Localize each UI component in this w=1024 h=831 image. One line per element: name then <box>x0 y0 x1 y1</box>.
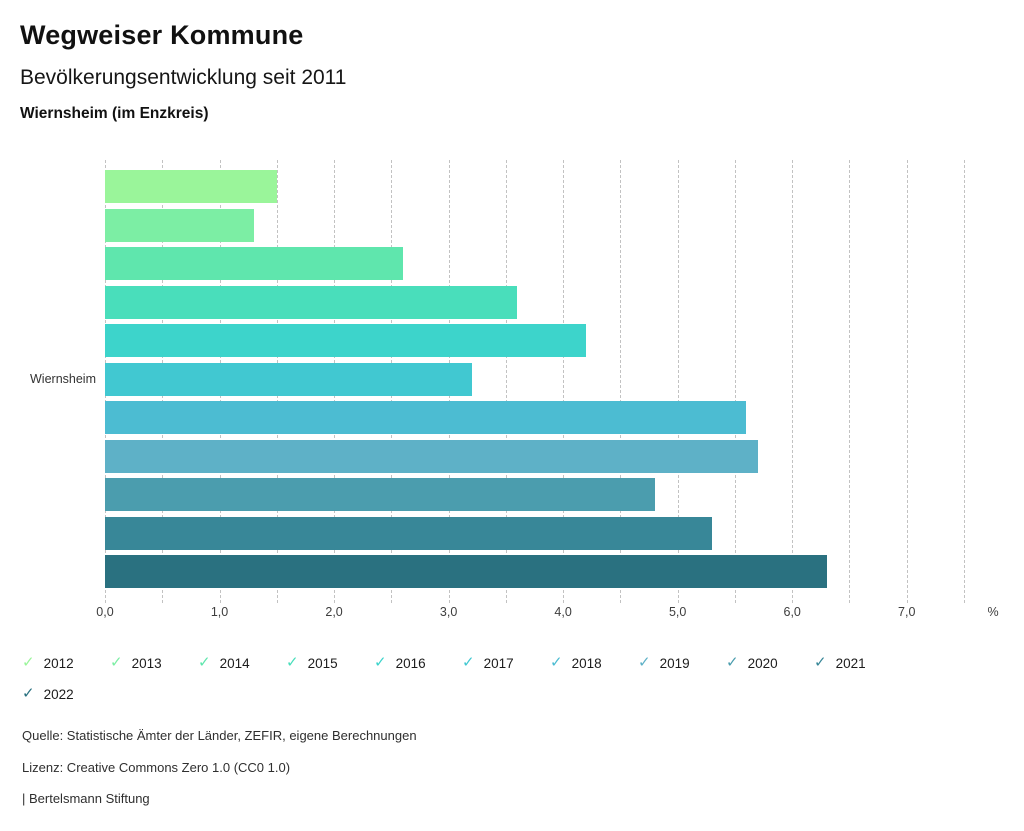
legend-item-2016[interactable]: ✓ 2016 <box>374 655 462 671</box>
legend-item-2021[interactable]: ✓ 2021 <box>814 655 902 671</box>
legend-item-2017[interactable]: ✓ 2017 <box>462 655 550 671</box>
legend-item-label: 2022 <box>43 686 74 702</box>
legend-item-label: 2013 <box>131 655 162 671</box>
page-title: Wegweiser Kommune <box>20 20 304 50</box>
legend-item-label: 2020 <box>747 655 778 671</box>
legend-item-2012[interactable]: ✓ 2012 <box>22 655 110 671</box>
legend-item-2022[interactable]: ✓ 2022 <box>22 686 110 702</box>
legend-item-2019[interactable]: ✓ 2019 <box>638 655 726 671</box>
legend-item-label: 2017 <box>483 655 514 671</box>
gridline <box>505 160 507 603</box>
check-icon: ✓ <box>374 654 387 671</box>
category-label: Wiernsheim <box>30 372 96 386</box>
bar-2016[interactable] <box>105 324 587 357</box>
legend-item-2020[interactable]: ✓ 2020 <box>726 655 814 671</box>
bar-2014[interactable] <box>105 247 403 280</box>
x-tick-label: 7,0 <box>898 605 916 619</box>
legend-item-label: 2014 <box>219 655 250 671</box>
chart-subtitle: Bevölkerungsentwicklung seit 2011 <box>20 66 347 89</box>
gridline <box>849 160 851 603</box>
x-axis: % 0,0 1,0 2,0 3,0 4,0 5,0 6,0 7,0 <box>96 605 1024 625</box>
x-tick-label: 3,0 <box>439 605 458 619</box>
legend-item-2013[interactable]: ✓ 2013 <box>110 655 198 671</box>
check-icon: ✓ <box>550 654 563 671</box>
legend-item-label: 2015 <box>307 655 338 671</box>
check-icon: ✓ <box>462 654 475 671</box>
check-icon: ✓ <box>638 654 651 671</box>
x-tick-label: 6,0 <box>783 605 801 619</box>
check-icon: ✓ <box>22 654 35 671</box>
legend-item-label: 2016 <box>395 655 426 671</box>
legend-item-label: 2018 <box>571 655 602 671</box>
check-icon: ✓ <box>814 654 827 671</box>
gridline <box>620 160 622 603</box>
bar-2022[interactable] <box>105 555 827 588</box>
footer-source: Quelle: Statistische Ämter der Länder, Z… <box>22 728 417 743</box>
footer-license: Lizenz: Creative Commons Zero 1.0 (CC0 1… <box>22 760 291 775</box>
x-tick-label: 0,0 <box>96 605 114 619</box>
region-label: Wiernsheim (im Enzkreis) <box>20 105 209 122</box>
gridline <box>734 160 736 603</box>
gridline <box>677 160 679 603</box>
bar-2021[interactable] <box>105 516 713 550</box>
check-icon: ✓ <box>110 654 123 671</box>
x-tick-label: 4,0 <box>554 605 572 619</box>
legend-item-2018[interactable]: ✓ 2018 <box>550 655 638 671</box>
plot-area <box>105 160 965 603</box>
check-icon: ✓ <box>286 654 299 671</box>
gridline <box>563 160 565 603</box>
bar-2019[interactable] <box>105 439 758 473</box>
legend: ✓ 2012 ✓ 2013 ✓ 2014 ✓ 2015 ✓ 2016 ✓ 2017 ✓ 2018 ✓ 2019… <box>22 655 918 702</box>
gridline <box>964 160 965 603</box>
check-icon: ✓ <box>198 654 211 671</box>
check-icon: ✓ <box>22 685 35 702</box>
bar-2017[interactable] <box>105 362 472 396</box>
bar-2013[interactable] <box>105 208 254 242</box>
legend-item-label: 2021 <box>835 655 866 671</box>
bar-2012[interactable] <box>105 170 277 203</box>
x-axis-unit-label: % <box>987 605 999 619</box>
gridline <box>792 160 794 603</box>
legend-item-2014[interactable]: ✓ 2014 <box>198 655 286 671</box>
bar-2018[interactable] <box>105 401 747 434</box>
legend-item-label: 2019 <box>659 655 690 671</box>
x-tick-label: 5,0 <box>668 605 687 619</box>
x-tick-label: 1,0 <box>210 605 229 619</box>
gridline <box>906 160 908 603</box>
legend-item-2015[interactable]: ✓ 2015 <box>286 655 374 671</box>
bar-2020[interactable] <box>105 478 655 511</box>
bar-2015[interactable] <box>105 285 518 319</box>
legend-item-label: 2012 <box>43 655 74 671</box>
x-tick-label: 2,0 <box>325 605 343 619</box>
check-icon: ✓ <box>726 654 739 671</box>
footer-brand: | Bertelsmann Stiftung <box>22 791 150 806</box>
